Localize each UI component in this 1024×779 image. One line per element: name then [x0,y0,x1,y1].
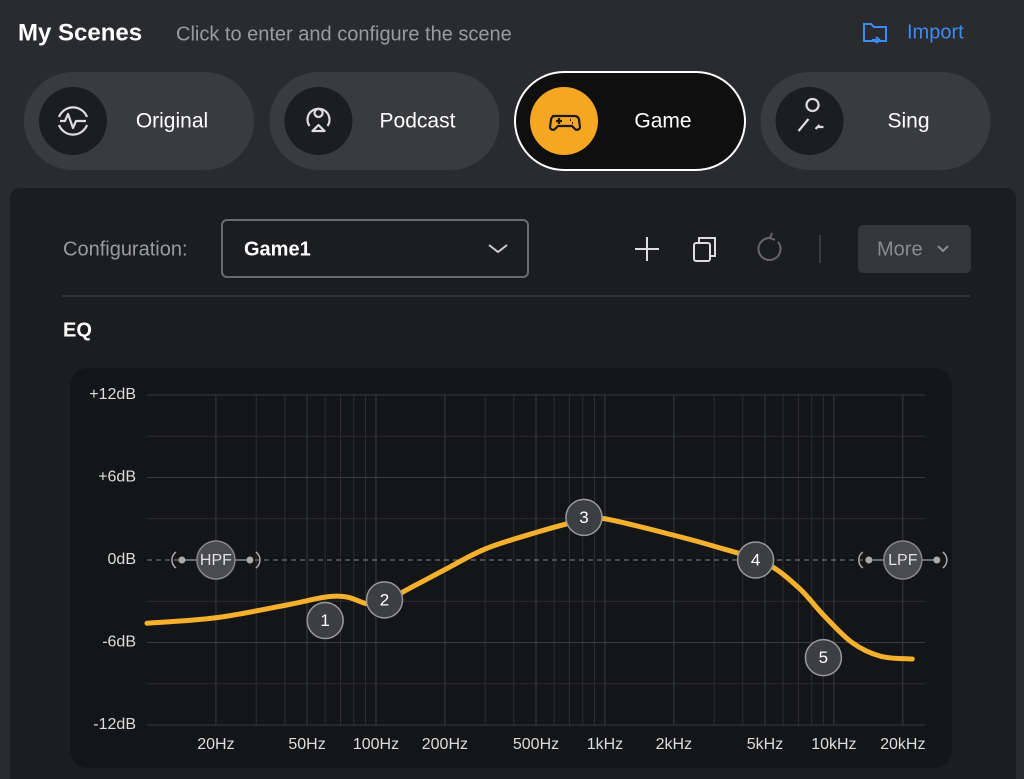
config-dropdown[interactable]: Game1 [221,219,529,278]
y-tick-label: +6dB [98,469,136,486]
eq-node[interactable]: 1 [306,601,344,640]
more-box [858,225,971,273]
scene-icon-bg [39,87,107,155]
x-tick-label: 1kHz [587,736,623,753]
eq-curve [144,514,915,662]
scene-card[interactable]: Sing [760,72,991,170]
filter-bracket [858,551,948,569]
filter-label: HPF [200,552,232,569]
import-icon [863,23,887,42]
x-tick-label: 50Hz [288,736,325,753]
more-chevron [937,245,949,253]
eq-node-label: 5 [819,648,828,667]
filter-handle[interactable]: LPF [858,540,948,580]
eq-node-label: 4 [751,550,760,569]
eq-node-label: 3 [579,508,588,527]
more-button[interactable]: More [858,225,971,273]
eq-node[interactable]: 3 [565,498,603,537]
copy-button[interactable] [693,237,716,262]
filter-bracket [171,551,261,569]
x-tick-label: 500Hz [513,736,559,753]
scene-icon [548,114,582,131]
y-tick-label: -12dB [93,716,136,733]
eq-node[interactable]: 4 [736,541,775,579]
config-label: Configuration: [63,238,188,260]
dropdown-chevron [488,244,508,254]
scene-icon-bg [284,87,353,155]
scene-list: Original Podcast Game Sing [24,71,991,171]
x-tick-label: 10kHz [811,736,856,753]
scene-label: Sing [887,110,929,133]
eq-node-label: 2 [380,590,389,609]
scene-card[interactable]: Original [24,72,254,170]
eq-node[interactable]: 2 [365,581,404,619]
filter-marker [883,540,923,580]
more-label: More [877,238,923,260]
page-title: My Scenes [18,19,142,46]
copy-icon-front [693,242,711,262]
eq-node-marker [736,541,775,579]
eq-title: EQ [63,319,92,341]
eq-node[interactable]: 5 [804,638,843,677]
scene-label: Game [634,110,691,133]
filter-dot [865,556,873,564]
reset-button[interactable] [757,232,782,261]
y-tick-label: -6dB [102,634,136,651]
filter-dot [933,556,941,564]
filter-dot [246,556,254,564]
scene-label: Original [136,110,208,133]
eq-node-marker [804,638,843,677]
scene-icon-bg [530,87,598,155]
page-subtitle: Click to enter and configure the scene [176,23,512,45]
x-tick-label: 20kHz [880,736,925,753]
scene-card[interactable]: Game [514,71,746,171]
dropdown-value: Game1 [244,238,311,260]
filter-marker [196,540,236,580]
x-tick-label: 100Hz [353,736,399,753]
scene-icon [797,97,824,132]
eq-node-marker [565,498,603,537]
scene-label: Podcast [380,110,456,133]
scene-icon [57,106,89,136]
eq-node-marker [365,581,404,619]
x-tick-label: 5kHz [747,736,783,753]
dropdown-box [221,219,529,278]
add-button[interactable] [635,237,659,261]
x-tick-label: 200Hz [422,736,468,753]
eq-node-label: 1 [320,611,329,630]
scene-icon-bg [775,87,844,155]
copy-icon-back [698,237,716,257]
import-label: Import [907,21,964,43]
x-tick-label: 2kHz [656,736,692,753]
import-arrow [872,36,881,44]
y-tick-label: 0dB [108,551,136,568]
filter-dot [178,556,186,564]
import-button[interactable]: Import [863,21,964,44]
filter-handle[interactable]: HPF [171,540,261,580]
scene-icon [306,107,331,133]
x-tick-label: 20Hz [197,736,234,753]
eq-chart: 20Hz 50Hz 100Hz 200Hz 500Hz 1kHz 2kHz 5kHz 10kHz… [89,386,948,753]
scene-card[interactable]: Podcast [269,72,500,170]
filter-label: LPF [888,552,918,569]
eq-chart-area [70,368,952,768]
y-tick-label: +12dB [89,386,136,403]
eq-node-marker [306,601,344,640]
